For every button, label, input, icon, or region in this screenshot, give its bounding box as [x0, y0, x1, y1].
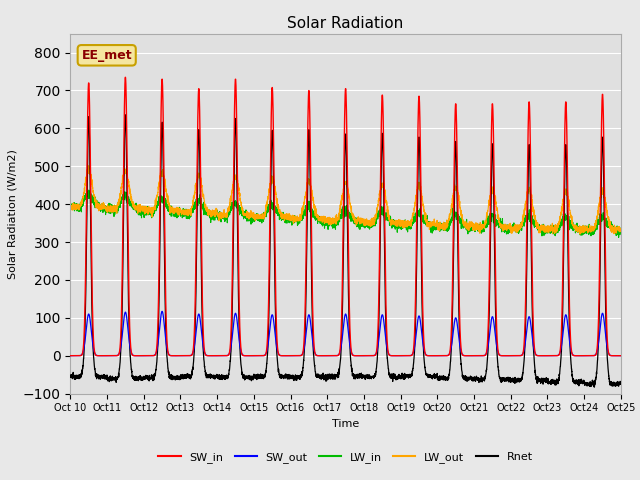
Y-axis label: Solar Radiation (W/m2): Solar Radiation (W/m2) [7, 149, 17, 278]
X-axis label: Time: Time [332, 419, 359, 429]
Text: EE_met: EE_met [81, 49, 132, 62]
Title: Solar Radiation: Solar Radiation [287, 16, 404, 31]
Legend: SW_in, SW_out, LW_in, LW_out, Rnet: SW_in, SW_out, LW_in, LW_out, Rnet [154, 447, 537, 467]
